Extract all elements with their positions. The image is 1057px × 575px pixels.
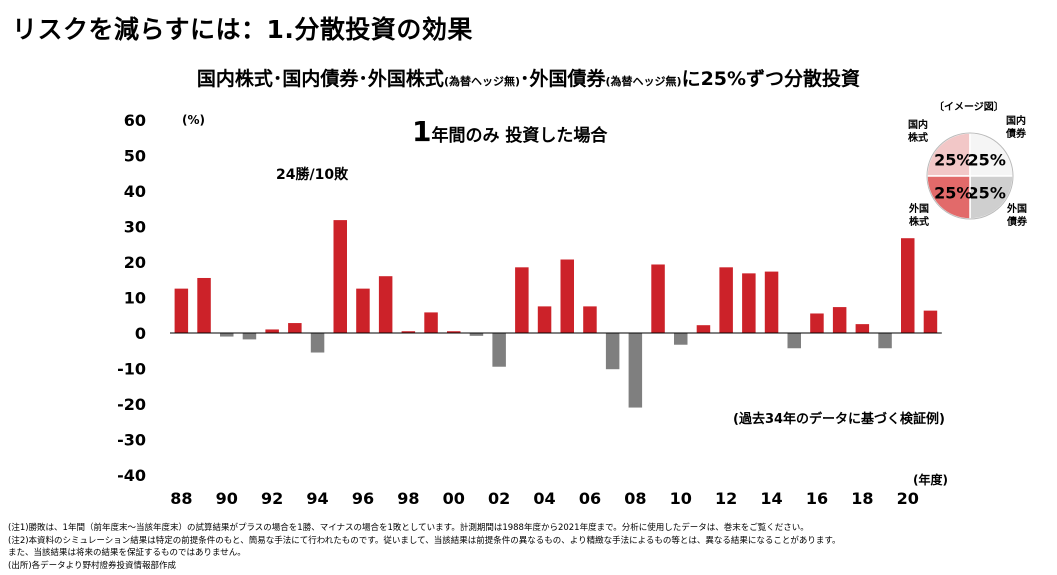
win-loss-annotation: 24勝/10敗 xyxy=(276,166,349,183)
bar-2019 xyxy=(878,333,892,349)
bar-1997 xyxy=(378,276,393,333)
x-tick-label: 88 xyxy=(170,489,192,508)
bar-2013 xyxy=(742,273,756,333)
chart-title-part2: ･外国債券 xyxy=(520,68,606,90)
bar-2004 xyxy=(537,306,552,334)
footnotes: (注1)勝敗は、1年間（前年度末～当該年度末）の試算結果がプラスの場合を1勝、マ… xyxy=(8,522,840,572)
bar-1998 xyxy=(401,331,416,333)
y-tick-label: 30 xyxy=(124,218,146,237)
bar-2005 xyxy=(560,259,574,333)
bar-1988 xyxy=(174,288,189,334)
source-annotation: (過去34年のデータに基づく検証例) xyxy=(733,411,945,427)
bar-2007 xyxy=(605,333,620,370)
y-tick-label: -20 xyxy=(117,395,146,414)
chart-title-note2: (為替ヘッジ無) xyxy=(605,75,682,88)
bar-1999 xyxy=(424,312,438,333)
bar-1993 xyxy=(288,323,302,333)
bar-2017 xyxy=(832,307,847,333)
y-tick-label: 40 xyxy=(124,182,146,201)
bar-2012 xyxy=(719,267,733,333)
pie-slice-value: 25% xyxy=(968,184,1006,203)
chart-title-part1: 国内株式･国内債券･外国株式 xyxy=(196,68,444,90)
bar-2020 xyxy=(901,238,915,333)
bar-2018 xyxy=(855,324,870,334)
y-tick-label: -10 xyxy=(117,360,146,379)
pie-slice-label: 外国債券 xyxy=(1006,202,1028,228)
x-tick-label: 16 xyxy=(806,489,828,508)
x-tick-label: 12 xyxy=(715,489,737,508)
x-tick-label: 14 xyxy=(760,489,782,508)
y-tick-label: 50 xyxy=(124,147,146,166)
x-axis-ticks: 88 90 92 94 96 98 00 02 04 06 08 10 12 14 16 18 20 xyxy=(170,489,919,508)
y-tick-label: 10 xyxy=(124,289,146,308)
x-tick-label: 18 xyxy=(851,489,873,508)
bar-1992 xyxy=(265,329,279,333)
bar-2002 xyxy=(492,333,506,367)
bar-1994 xyxy=(310,333,325,353)
chart-subtitle-text: 1年間のみ 投資した場合 xyxy=(412,115,608,148)
x-axis-unit: (年度) xyxy=(913,472,948,487)
bar-chart: 60 50 40 30 20 10 0 -10 -20 -30 -40 88 90 92 94 96 98 00… xyxy=(117,100,1028,508)
pie-slice-label: 国内株式 xyxy=(908,118,928,144)
bar-2000 xyxy=(447,331,461,333)
pie-slice-value: 25% xyxy=(968,150,1006,169)
footnote-1: (注1)勝敗は、1年間（前年度末～当該年度末）の試算結果がプラスの場合を1勝、マ… xyxy=(8,523,809,533)
x-tick-label: 08 xyxy=(624,489,646,508)
x-tick-label: 02 xyxy=(488,489,510,508)
pie-slice-value: 25% xyxy=(934,150,972,169)
bar-2003 xyxy=(515,267,529,333)
bar-2001 xyxy=(469,333,484,336)
bars xyxy=(174,220,938,408)
footnote-3: また、当該結果は将来の結果を保証するものではありません。 xyxy=(8,548,246,558)
x-tick-label: 94 xyxy=(306,489,328,508)
chart-title-note1: (為替ヘッジ無) xyxy=(443,75,520,88)
x-tick-label: 10 xyxy=(670,489,692,508)
bar-2011 xyxy=(696,325,711,333)
x-tick-label: 98 xyxy=(397,489,419,508)
bar-2006 xyxy=(583,306,597,334)
x-tick-label: 06 xyxy=(579,489,601,508)
bar-1991 xyxy=(242,333,257,340)
y-axis-ticks: 60 50 40 30 20 10 0 -10 -20 -30 -40 xyxy=(117,111,146,485)
bar-2008 xyxy=(628,333,643,408)
y-tick-label: 60 xyxy=(124,111,146,130)
bar-2016 xyxy=(810,313,824,333)
chart-subtitle: 1年間のみ 投資した場合 xyxy=(412,115,608,148)
x-tick-label: 04 xyxy=(533,489,555,508)
x-tick-label: 96 xyxy=(352,489,374,508)
x-tick-label: 20 xyxy=(897,489,919,508)
pie-outline xyxy=(926,132,1014,220)
pie-caption: 〔イメージ図〕 xyxy=(934,100,1004,113)
bar-1995 xyxy=(333,220,347,333)
chart-title-part3: に25%ずつ分散投資 xyxy=(681,68,861,90)
x-tick-label: 90 xyxy=(216,489,238,508)
bar-2021 xyxy=(923,310,938,333)
bar-2014 xyxy=(764,271,779,333)
x-tick-label: 92 xyxy=(261,489,283,508)
bar-1989 xyxy=(197,277,211,333)
bar-2010 xyxy=(674,333,688,345)
y-tick-label: -40 xyxy=(117,466,146,485)
bar-2015 xyxy=(787,333,801,349)
footnote-source: (出所)各データより野村證券投資情報部作成 xyxy=(8,560,176,571)
y-tick-label: 20 xyxy=(124,253,146,272)
chart-title: 国内株式･国内債券･外国株式(為替ヘッジ無)･外国債券(為替ヘッジ無)に25%ず… xyxy=(0,64,1057,91)
pie-slice-label: 国内債券 xyxy=(1005,114,1027,140)
pie-slice-label: 外国株式 xyxy=(908,202,929,228)
bar-1990 xyxy=(220,333,234,337)
y-axis-unit: (%) xyxy=(182,113,205,127)
y-tick-label: -30 xyxy=(117,431,146,450)
y-tick-label: 0 xyxy=(135,324,146,343)
x-tick-label: 00 xyxy=(443,489,465,508)
page-title: リスクを減らすには：1.分散投資の効果 xyxy=(12,15,473,44)
pie-slice-value: 25% xyxy=(934,184,972,203)
bar-2009 xyxy=(651,264,665,333)
bar-1996 xyxy=(356,288,370,334)
footnote-2: (注2)本資料のシミュレーション結果は特定の前提条件のもと、簡易な手法にて行われ… xyxy=(8,535,841,546)
